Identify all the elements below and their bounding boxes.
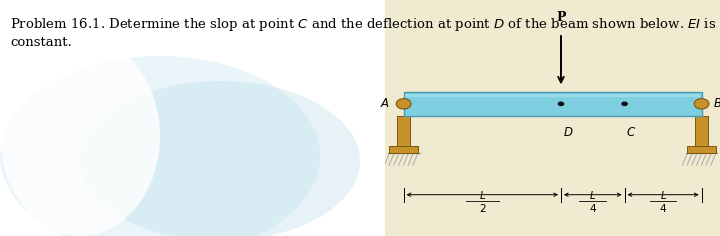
Bar (397, 116, 410, 146)
Ellipse shape (0, 56, 320, 236)
Bar (405, 94, 700, 97)
Text: $L$: $L$ (589, 189, 596, 201)
Circle shape (694, 99, 709, 109)
Text: $2$: $2$ (479, 202, 486, 214)
Text: $L$: $L$ (479, 189, 486, 201)
Ellipse shape (0, 36, 160, 236)
Bar (390, 146, 418, 153)
Bar (385, 0, 720, 236)
Text: P: P (557, 11, 566, 24)
Text: Problem 16.1. Determine the slop at point $C$ and the deflection at point $D$ of: Problem 16.1. Determine the slop at poin… (10, 16, 716, 33)
Circle shape (557, 101, 564, 106)
Circle shape (621, 101, 628, 106)
Text: $B$: $B$ (713, 97, 720, 110)
Bar (696, 116, 708, 146)
Bar (404, 92, 701, 116)
Text: $4$: $4$ (659, 202, 667, 214)
Text: $L$: $L$ (660, 189, 667, 201)
Text: constant.: constant. (10, 36, 72, 49)
Circle shape (396, 99, 411, 109)
Ellipse shape (80, 81, 360, 236)
Text: $4$: $4$ (589, 202, 597, 214)
Text: $A$: $A$ (380, 97, 390, 110)
Bar (688, 146, 716, 153)
Text: $D$: $D$ (562, 126, 573, 139)
Text: $C$: $C$ (626, 126, 636, 139)
